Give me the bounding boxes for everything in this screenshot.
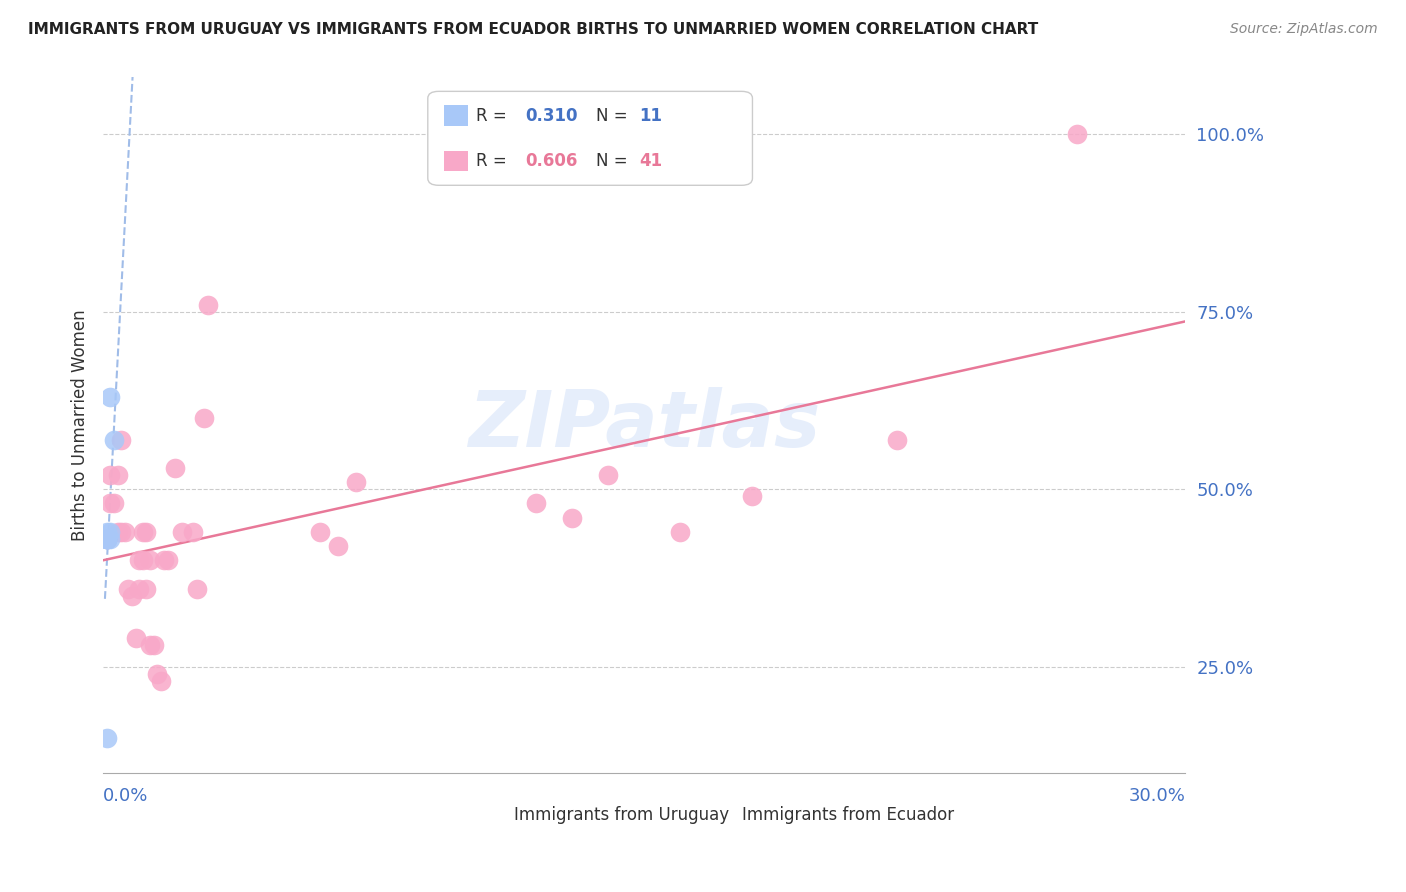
Point bbox=[132, 524, 155, 539]
Point bbox=[98, 468, 121, 483]
Text: N =: N = bbox=[596, 107, 633, 125]
Point bbox=[117, 582, 139, 596]
Text: 11: 11 bbox=[638, 107, 662, 125]
Point bbox=[96, 532, 118, 546]
Point bbox=[308, 524, 330, 539]
Point bbox=[344, 475, 367, 490]
Text: ZIPatlas: ZIPatlas bbox=[468, 387, 820, 463]
Point bbox=[741, 489, 763, 503]
Text: Immigrants from Uruguay: Immigrants from Uruguay bbox=[515, 806, 730, 824]
Point bbox=[197, 298, 219, 312]
Point bbox=[153, 553, 176, 567]
Point bbox=[98, 496, 121, 510]
Point bbox=[135, 524, 157, 539]
Point bbox=[139, 553, 162, 567]
Point bbox=[132, 553, 155, 567]
Text: 41: 41 bbox=[638, 152, 662, 170]
Point bbox=[172, 524, 194, 539]
Point bbox=[524, 496, 547, 510]
FancyBboxPatch shape bbox=[427, 91, 752, 186]
Y-axis label: Births to Unmarried Women: Births to Unmarried Women bbox=[72, 310, 89, 541]
Point bbox=[598, 468, 620, 483]
Point bbox=[103, 496, 125, 510]
Point bbox=[326, 539, 349, 553]
Point bbox=[110, 524, 132, 539]
Point bbox=[107, 468, 129, 483]
Text: 0.606: 0.606 bbox=[526, 152, 578, 170]
Point bbox=[96, 731, 118, 745]
Point bbox=[146, 666, 169, 681]
Point bbox=[128, 582, 150, 596]
Text: Source: ZipAtlas.com: Source: ZipAtlas.com bbox=[1230, 22, 1378, 37]
Point bbox=[165, 461, 187, 475]
FancyBboxPatch shape bbox=[488, 806, 506, 825]
Point bbox=[114, 524, 136, 539]
Point bbox=[96, 532, 118, 546]
Point bbox=[110, 433, 132, 447]
Point bbox=[121, 589, 143, 603]
Point bbox=[181, 524, 204, 539]
Point bbox=[124, 632, 146, 646]
Text: N =: N = bbox=[596, 152, 633, 170]
Text: 30.0%: 30.0% bbox=[1129, 788, 1185, 805]
Point bbox=[96, 532, 118, 546]
FancyBboxPatch shape bbox=[444, 151, 468, 171]
Point bbox=[96, 524, 118, 539]
Point bbox=[186, 582, 208, 596]
Point bbox=[149, 673, 172, 688]
Point bbox=[96, 532, 118, 546]
Point bbox=[669, 524, 692, 539]
Point bbox=[135, 582, 157, 596]
Point bbox=[96, 532, 118, 546]
Text: R =: R = bbox=[477, 152, 513, 170]
FancyBboxPatch shape bbox=[444, 105, 468, 126]
Point bbox=[142, 639, 165, 653]
Text: Immigrants from Ecuador: Immigrants from Ecuador bbox=[741, 806, 953, 824]
FancyBboxPatch shape bbox=[714, 806, 734, 825]
Text: 0.310: 0.310 bbox=[526, 107, 578, 125]
Point bbox=[157, 553, 180, 567]
Point bbox=[98, 390, 121, 404]
Point bbox=[561, 510, 583, 524]
Point bbox=[886, 433, 908, 447]
Text: R =: R = bbox=[477, 107, 513, 125]
Point bbox=[128, 553, 150, 567]
Point bbox=[98, 532, 121, 546]
Point bbox=[96, 532, 118, 546]
Text: IMMIGRANTS FROM URUGUAY VS IMMIGRANTS FROM ECUADOR BIRTHS TO UNMARRIED WOMEN COR: IMMIGRANTS FROM URUGUAY VS IMMIGRANTS FR… bbox=[28, 22, 1039, 37]
Text: 0.0%: 0.0% bbox=[103, 788, 149, 805]
Point bbox=[103, 433, 125, 447]
Point bbox=[139, 639, 162, 653]
Point bbox=[1066, 127, 1088, 141]
Point bbox=[193, 411, 215, 425]
Point bbox=[98, 524, 121, 539]
Point bbox=[107, 524, 129, 539]
